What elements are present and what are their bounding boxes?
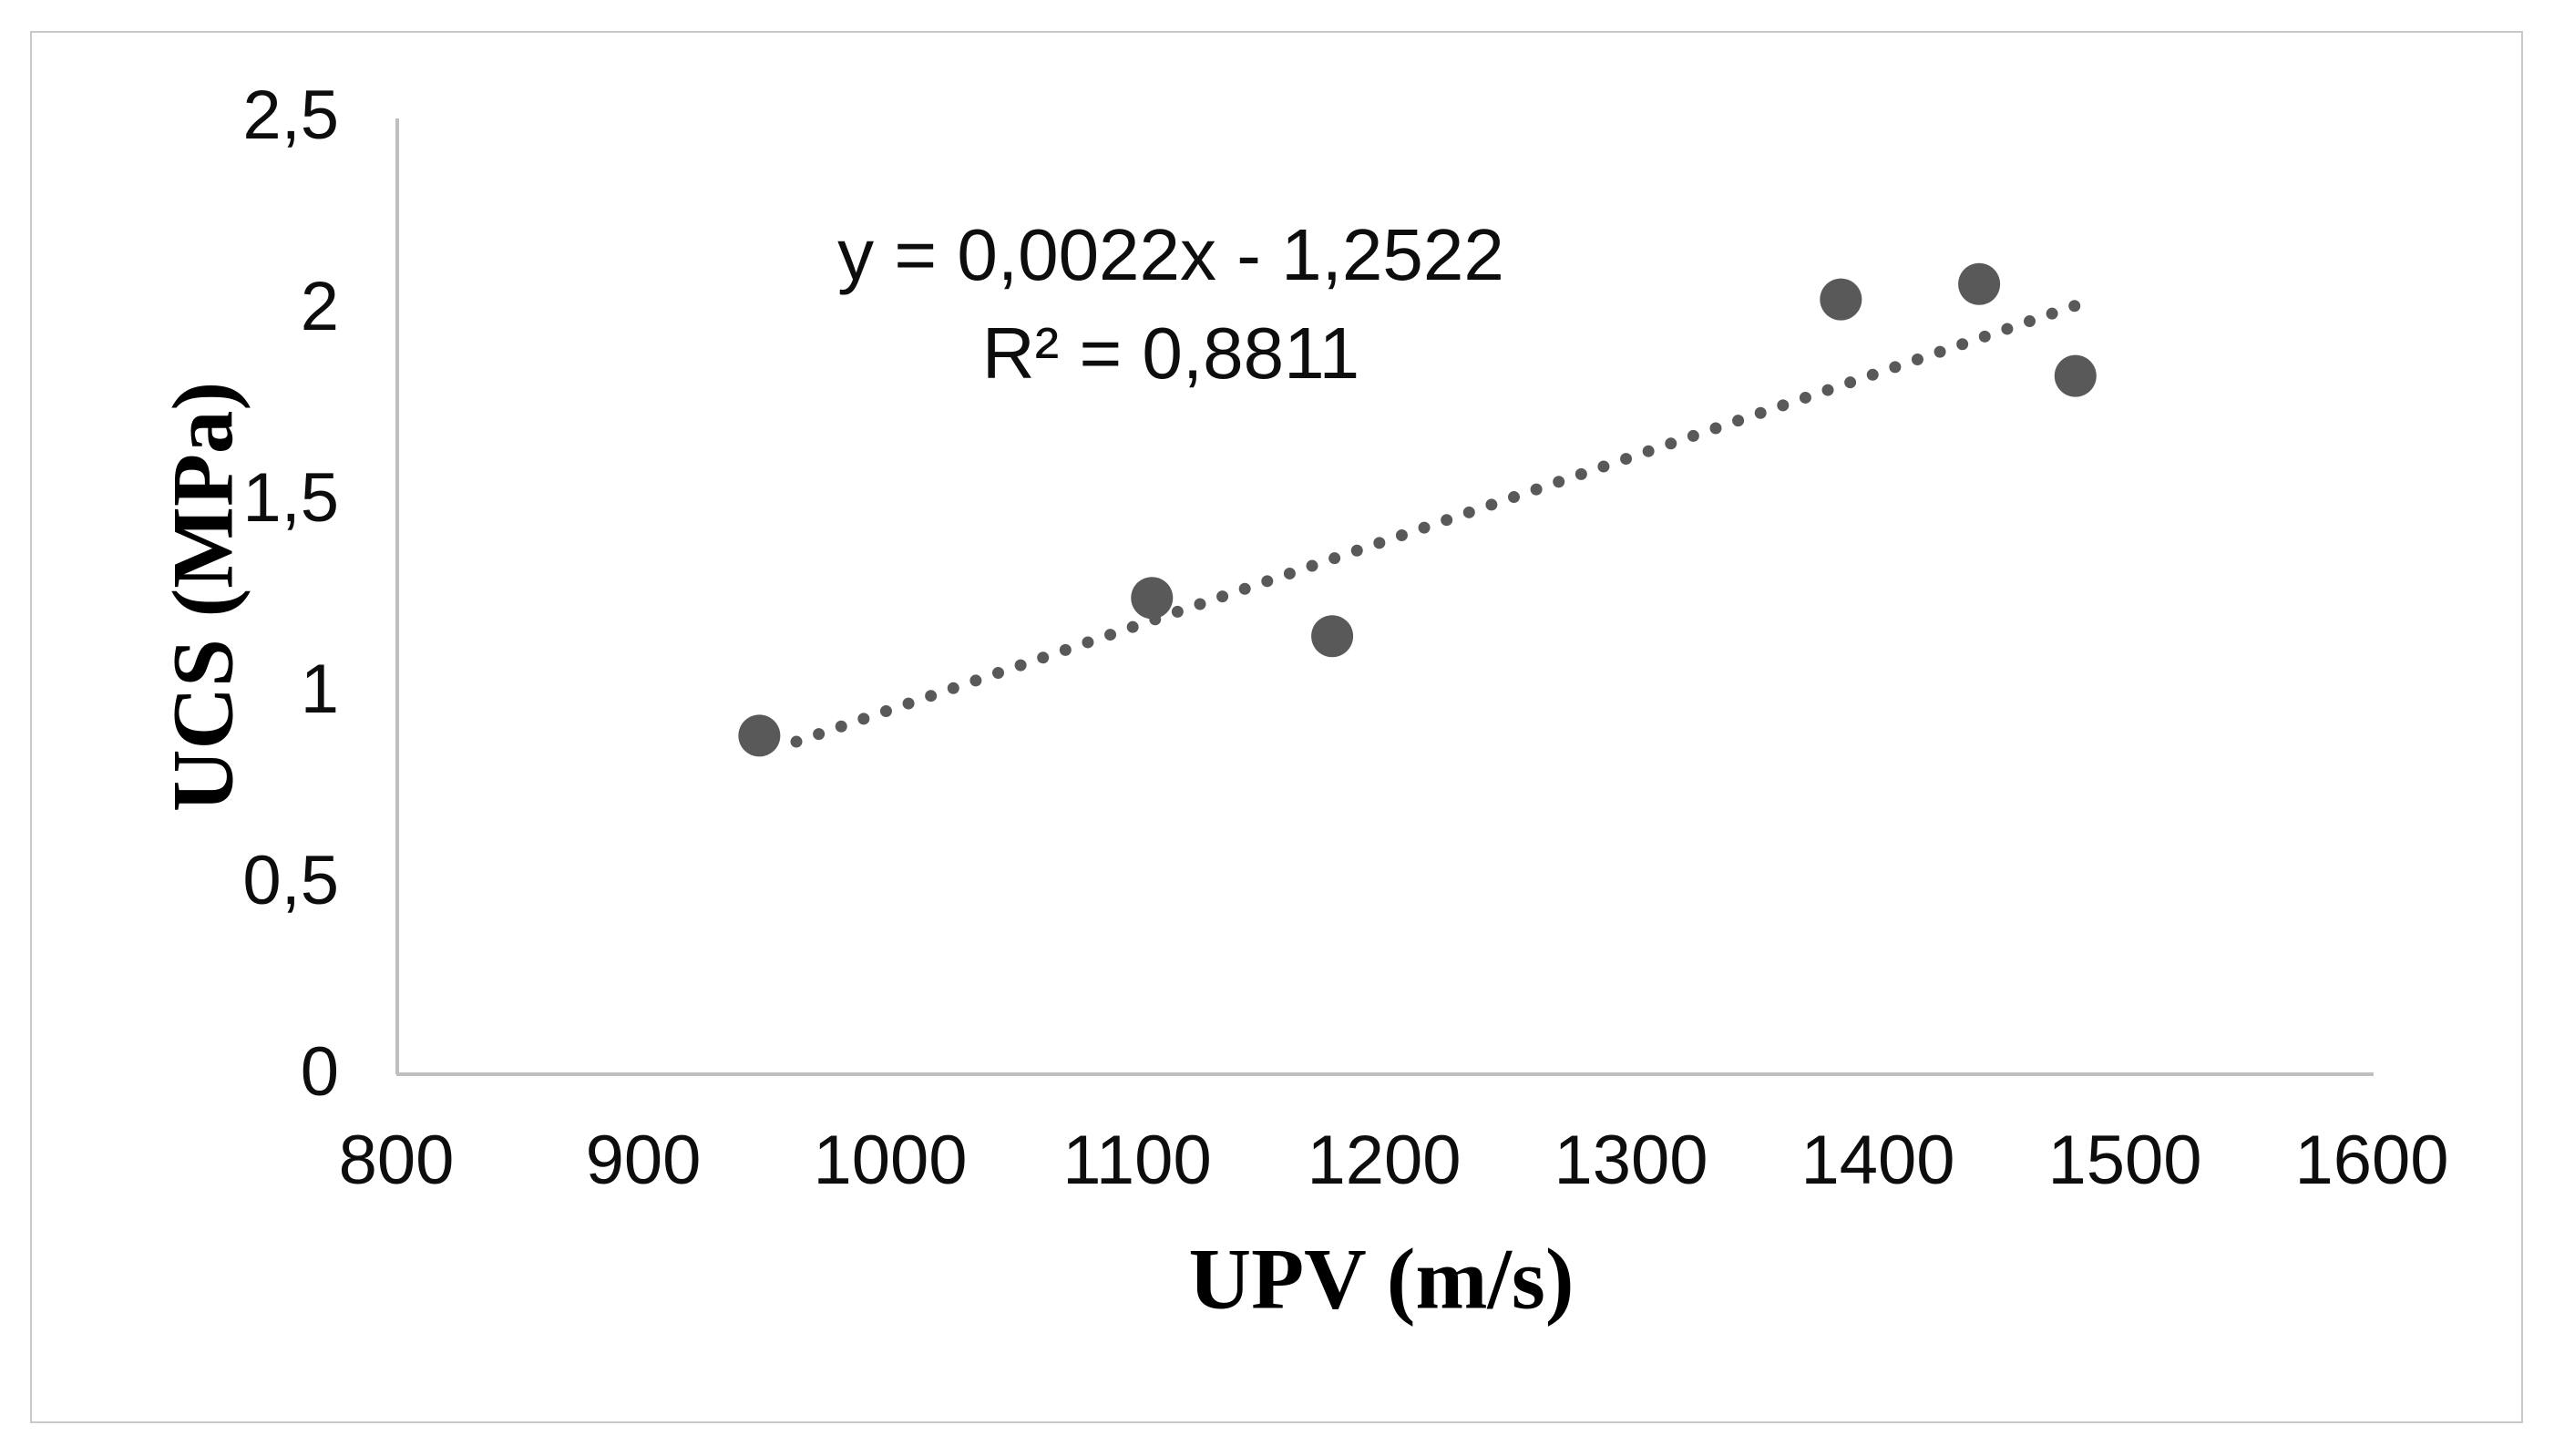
y-tick-label: 0: [300, 1033, 339, 1111]
x-tick-label: 1000: [813, 1122, 968, 1199]
y-tick-label: 2,5: [242, 77, 339, 154]
x-tick-label: 1200: [1307, 1122, 1462, 1199]
r-squared-value: R² = 0,8811: [981, 313, 1360, 394]
data-point: [1311, 615, 1354, 658]
x-axis-title: UPV (m/s): [1188, 1230, 1574, 1328]
trendline: [790, 294, 2097, 748]
x-tick-label: 1400: [1800, 1122, 1955, 1199]
x-tick-label: 800: [338, 1122, 455, 1199]
x-tick-label: 1100: [1062, 1122, 1212, 1199]
data-point: [1820, 278, 1862, 321]
x-tick-label: 1500: [2047, 1122, 2202, 1199]
y-tick-label: 2: [300, 268, 339, 345]
x-tick-label: 1600: [2294, 1122, 2449, 1199]
data-point: [2054, 354, 2097, 397]
y-axis-line: [395, 118, 399, 1074]
x-axis-line: [396, 1072, 2374, 1076]
y-tick-label: 0,5: [242, 842, 339, 919]
y-tick-label: 1: [300, 651, 339, 728]
trendline-equation: y = 0,0022x - 1,2522: [837, 214, 1504, 295]
x-tick-label: 900: [585, 1122, 702, 1199]
data-point: [1131, 577, 1174, 620]
y-tick-label: 1,5: [242, 459, 339, 537]
data-point: [738, 714, 781, 757]
y-axis-title: UCS (MPa): [154, 381, 251, 813]
data-point: [1958, 262, 2001, 305]
chart-frame: [30, 31, 2523, 1423]
x-tick-label: 1300: [1554, 1122, 1708, 1199]
